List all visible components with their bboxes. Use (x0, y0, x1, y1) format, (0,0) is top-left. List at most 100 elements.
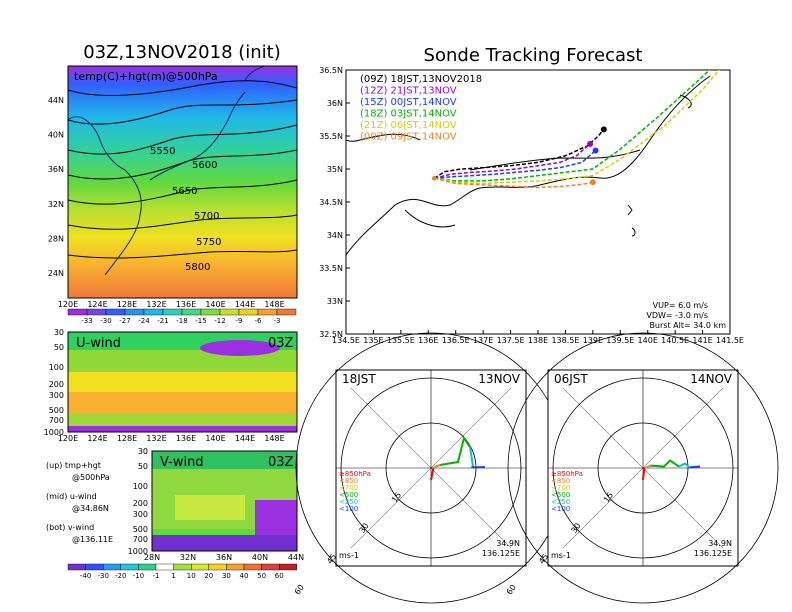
track-line-3 (434, 70, 711, 182)
pressure-tick-label: 30 (54, 328, 64, 337)
info-line: VDW= -3.0 m/s (646, 311, 708, 320)
colorbar-label: -40 (80, 572, 91, 580)
legend-line: @34.86N (72, 504, 109, 513)
hodograph-time: 18JST (342, 372, 376, 386)
lat-tick-label: 40N (48, 131, 64, 140)
legend-entry: (12Z) 21JST,13NOV (360, 86, 457, 97)
pressure-tick-label: 700 (49, 416, 64, 425)
hodograph-diagonal (562, 387, 724, 549)
hodograph-ring (507, 332, 779, 604)
pressure-tick-label: 500 (133, 525, 148, 534)
level-legend: <100 (339, 505, 358, 513)
lon-tick-label: 136E (176, 434, 196, 443)
lon-tick-label: 136.5E (442, 336, 470, 345)
pressure-tick-label: 1000 (128, 547, 148, 556)
colorbar-label: 1 (171, 572, 175, 580)
hodograph-location: 136.125E (482, 549, 520, 558)
info-line: Burst Alt= 34.0 km (649, 321, 726, 330)
hodograph-unit: ms-1 (551, 551, 571, 560)
colorbar-swatch (257, 308, 278, 316)
height-contour-line (68, 214, 297, 230)
lon-tick-label: 140.5E (661, 336, 689, 345)
lon-tick-label: 139E (583, 336, 603, 345)
lon-tick-label: 124E (87, 434, 107, 443)
uwind-lon-axis: 120E 124E 128E 132E 136E 140E 144E 148E (58, 434, 285, 443)
legend-entry: (00Z) 09JST,14NOV (360, 132, 457, 143)
legend-line: (mid) u-wind (46, 492, 97, 501)
colorbar-swatch (86, 308, 107, 316)
coastline (346, 133, 421, 142)
level-legend: <700 (551, 484, 570, 492)
uwind-easterly-cell (200, 340, 280, 356)
track-line-0 (433, 128, 605, 179)
legend-line: @136.11E (72, 535, 113, 544)
legend-line: (bot) v-wind (46, 523, 94, 532)
launch-info: VUP= 6.0 m/s VDW= -3.0 m/s Burst Alt= 34… (646, 301, 726, 330)
temperature-field (68, 66, 297, 298)
colorbar-label: -33 (81, 317, 92, 325)
pressure-tick-label: 30 (138, 447, 148, 456)
colorbar-label: 60 (275, 572, 284, 580)
level-legend: <250 (339, 498, 358, 506)
lon-tick-label: 148E (264, 300, 284, 309)
colorbar-swatch (181, 308, 202, 316)
lon-tick-label: 134.5E (332, 336, 360, 345)
colorbar-label: -1 (153, 572, 160, 580)
lat-tick-label: 32N (48, 200, 64, 209)
colorbar-swatch (120, 563, 139, 571)
lon-tick-label: 144E (235, 434, 255, 443)
height-contour-line (68, 80, 297, 96)
colorbar-swatch (85, 563, 104, 571)
legend-entry: (15Z) 00JST,14NOV (360, 97, 457, 108)
colorbar-swatch (276, 308, 297, 316)
colorbar-swatch (155, 563, 174, 571)
hodograph-date: 14NOV (690, 372, 732, 386)
lon-tick-label: 140E (205, 300, 225, 309)
lon-tick-label: 137.5E (497, 336, 525, 345)
track-map: 36.5N 36N 35.5N 35N 34.5N 34N 33.5N 33N 32.5N 13… (319, 66, 744, 345)
pressure-tick-label: 300 (49, 391, 64, 400)
lat-tick-label: 44N (288, 553, 304, 562)
height-contour-line (68, 249, 297, 259)
colorbar-label: -15 (195, 317, 206, 325)
vwind-frame (151, 450, 298, 552)
colorbar-swatch (173, 563, 192, 571)
uwind-time: 03Z (268, 336, 294, 351)
colorbar-swatch (226, 563, 245, 571)
pressure-tick-label: 500 (49, 406, 64, 415)
hodograph-segment-0 (430, 467, 435, 481)
colorbar-swatch (238, 308, 259, 316)
pressure-tick-label: 200 (49, 380, 64, 389)
lon-tick-label: 141E (692, 336, 712, 345)
height-contour-line (68, 124, 297, 155)
track-line-5 (434, 177, 594, 189)
contour-label: 5600 (192, 160, 217, 171)
lat-tick-label: 40N (252, 553, 268, 562)
colorbar-swatch (200, 308, 221, 316)
pressure-tick-label: 300 (133, 510, 148, 519)
pressure-tick-label: 1000 (44, 428, 64, 437)
track-lon-axis: 134.5E 135E 135.5E 136E 136.5E 137E 137.5E 138E… (332, 330, 744, 345)
legend-entry: (18Z) 03JST,14NOV (360, 109, 457, 120)
lat-tick-label: 44N (48, 96, 64, 105)
colorbar-label: -27 (119, 317, 130, 325)
colorbar-swatch (67, 308, 88, 316)
colorbar-label: -24 (138, 317, 150, 325)
lon-tick-label: 136E (418, 336, 438, 345)
temperature-colorbar: -33 -30 -27 -24 -21 -18 -15 -12 -9 -6 -3 (67, 308, 297, 325)
track-lat-axis: 36.5N 36N 35.5N 35N 34.5N 34N 33.5N 33N 32.5N (319, 66, 350, 339)
lat-tick-label: 24N (48, 269, 64, 278)
contour-label: 5700 (194, 211, 219, 222)
pressure-tick-label: 100 (133, 482, 148, 491)
hodograph-diagonal (350, 387, 512, 549)
level-legend: <700 (339, 484, 358, 492)
left-map-title: 03Z,13NOV2018 (init) (83, 42, 281, 63)
contour-label: 5650 (172, 186, 197, 197)
lat-tick-label: 36N (48, 165, 64, 174)
legend-entry: (21Z) 06JST,14NOV (360, 120, 457, 131)
colorbar-label: 20 (204, 572, 213, 580)
vwind-time: 03Z (268, 455, 294, 470)
burst-point (592, 147, 599, 154)
level-legend: ≥850hPa (551, 470, 583, 478)
colorbar-swatch (105, 308, 126, 316)
